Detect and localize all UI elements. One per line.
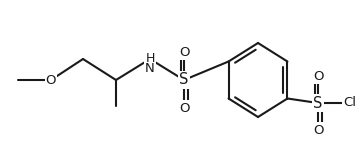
Text: Cl: Cl bbox=[343, 97, 356, 110]
Text: O: O bbox=[313, 123, 323, 136]
Text: S: S bbox=[179, 72, 189, 87]
Text: O: O bbox=[313, 69, 323, 82]
Text: S: S bbox=[313, 96, 323, 111]
Text: N: N bbox=[145, 63, 155, 76]
Text: H: H bbox=[145, 52, 155, 66]
Text: O: O bbox=[179, 46, 189, 59]
Text: O: O bbox=[46, 73, 56, 86]
Text: O: O bbox=[179, 101, 189, 115]
